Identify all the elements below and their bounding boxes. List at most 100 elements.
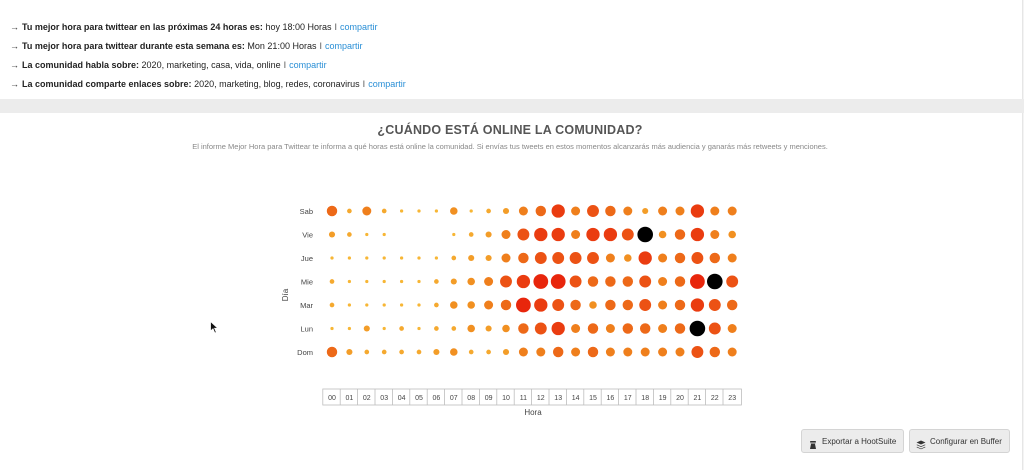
data-dot [728, 230, 736, 239]
data-dot [550, 274, 566, 289]
data-dot [622, 276, 634, 287]
data-dot [365, 279, 369, 284]
data-dot [450, 301, 458, 309]
data-dot [624, 254, 632, 262]
share-link[interactable]: compartir [289, 60, 327, 70]
data-dot [690, 298, 705, 312]
data-dot [328, 231, 336, 238]
data-dot [467, 324, 475, 333]
data-dot [675, 347, 685, 357]
data-dot [675, 206, 685, 216]
data-dot [551, 204, 565, 218]
data-dot [347, 303, 352, 307]
insight-value: hoy 18:00 Horas [265, 22, 332, 32]
data-dot [399, 349, 404, 355]
hour-label: 14 [572, 395, 580, 402]
data-dot [690, 227, 705, 242]
hour-label: 00 [328, 395, 336, 402]
data-dot [399, 279, 404, 284]
data-dot [500, 275, 512, 288]
day-label: Mar [300, 301, 313, 310]
data-dot [621, 228, 634, 241]
data-dot [516, 274, 531, 289]
data-dot [639, 275, 652, 288]
data-dot [417, 326, 421, 331]
data-dot [535, 205, 547, 217]
export-hootsuite-button[interactable]: Exportar a HootSuite [801, 429, 905, 453]
data-dot [658, 300, 668, 310]
data-dot [382, 303, 386, 307]
data-dot [552, 346, 564, 358]
data-dot [710, 230, 720, 239]
data-dot [605, 324, 615, 333]
data-dot [674, 229, 686, 240]
data-dot [642, 207, 649, 215]
configure-buffer-button[interactable]: Configurar en Buffer [909, 429, 1010, 453]
x-axis-title: Hora [524, 408, 542, 417]
data-dot [365, 232, 369, 237]
data-dot [485, 254, 492, 262]
export-hootsuite-label: Exportar a HootSuite [822, 437, 897, 446]
data-dot [552, 252, 565, 264]
day-label: Dom [297, 348, 313, 357]
data-dot [501, 230, 511, 239]
data-dot [382, 279, 386, 284]
data-dot [586, 227, 600, 242]
data-dot [451, 326, 457, 331]
data-dot [623, 347, 633, 357]
data-dot [707, 273, 723, 290]
hour-label: 17 [624, 395, 632, 402]
data-dot [382, 232, 386, 237]
share-link[interactable]: compartir [340, 22, 378, 32]
hour-label: 19 [659, 395, 667, 402]
insight-label: La comunidad habla sobre: [22, 60, 140, 70]
data-dot [484, 277, 494, 286]
data-dot [326, 346, 338, 358]
data-dot [500, 299, 512, 311]
data-dot [623, 206, 633, 216]
data-dot [674, 252, 686, 264]
data-dot [571, 230, 581, 239]
data-dot [330, 326, 334, 331]
data-dot [381, 208, 387, 214]
hour-label: 12 [537, 395, 545, 402]
data-dot [434, 302, 439, 308]
data-dot [486, 349, 491, 355]
share-link[interactable]: compartir [368, 79, 406, 89]
data-dot [603, 227, 618, 242]
insight-value: Mon 21:00 Horas [247, 41, 317, 51]
data-dot [517, 228, 530, 241]
data-dot [534, 252, 547, 264]
data-dot [468, 349, 474, 355]
data-dot [571, 206, 581, 216]
data-dot [326, 205, 338, 217]
punchcard-chart: Sab Vie Jue Mie Mar Lun Dom Día 00 01 02 03 04 05 06 07… [281, 204, 742, 417]
hour-label: 20 [676, 395, 684, 402]
share-link[interactable]: compartir [324, 41, 363, 51]
data-dot [708, 299, 721, 311]
day-label: Mie [301, 278, 313, 287]
hour-label: 23 [728, 395, 736, 402]
data-dot [347, 326, 352, 331]
data-dot [534, 227, 548, 242]
data-dot [587, 276, 599, 287]
data-dot [347, 256, 352, 260]
data-dot [329, 302, 335, 308]
insight-label: Tu mejor hora para twittear durante esta… [22, 41, 245, 51]
data-dot [362, 206, 372, 216]
insight-community-topics: → La comunidad habla sobre: 2020, marketi… [10, 58, 327, 72]
data-dot [727, 324, 737, 333]
data-dot [709, 252, 721, 264]
data-dot [518, 252, 529, 264]
data-dot [658, 230, 667, 239]
data-dot [551, 227, 565, 242]
day-label: Lun [300, 325, 313, 334]
data-dot [468, 254, 475, 262]
day-label: Sab [300, 207, 313, 216]
data-dot [691, 346, 704, 358]
data-dot [709, 346, 721, 358]
data-dot [534, 298, 548, 312]
data-dot [658, 324, 668, 333]
data-dot [570, 299, 581, 311]
data-dot [364, 349, 370, 355]
